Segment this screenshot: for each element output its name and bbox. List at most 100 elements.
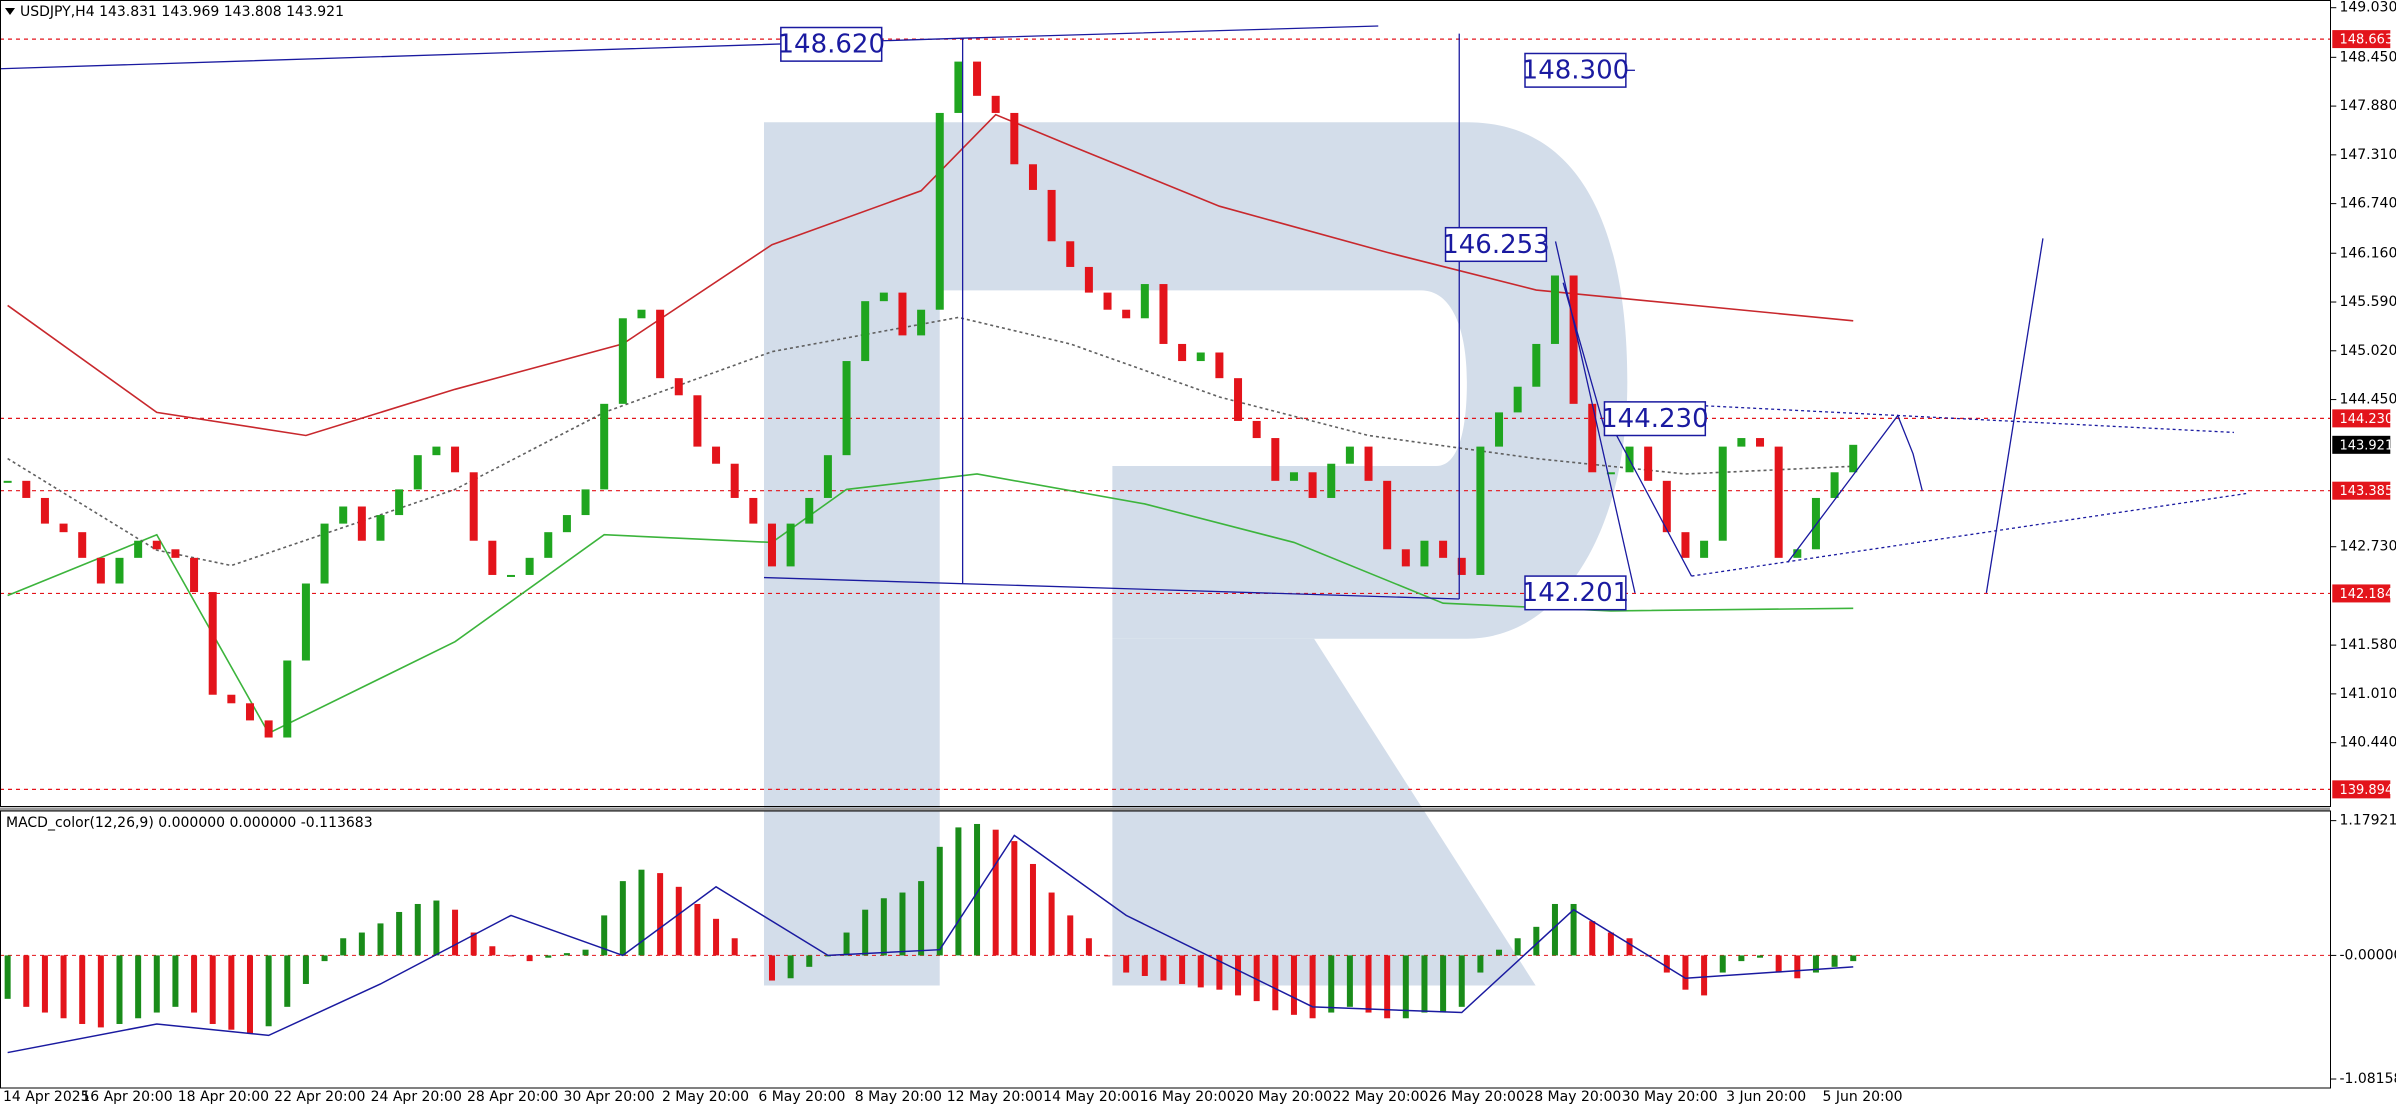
candle-body xyxy=(600,403,609,490)
candle-body xyxy=(1289,472,1298,481)
candle-body xyxy=(1849,444,1858,473)
macd-bar xyxy=(172,955,179,1007)
candle-body xyxy=(1420,540,1429,567)
candle-body xyxy=(245,703,254,721)
macd-pane xyxy=(0,810,2331,1089)
candle-body xyxy=(301,583,310,661)
candle-body xyxy=(432,446,441,456)
candle-body xyxy=(40,497,49,524)
candle-body xyxy=(1811,497,1820,550)
candle-body xyxy=(1196,352,1205,362)
macd-bar xyxy=(638,869,645,956)
y-tick-label: 148.450 xyxy=(2339,49,2396,65)
candle-body xyxy=(1066,241,1075,267)
candle-body xyxy=(488,540,497,575)
macd-bar xyxy=(302,955,309,984)
y-tick-label: 149.030 xyxy=(2339,0,2396,16)
level-tag-label: 142.184 xyxy=(2339,587,2393,602)
candle-body xyxy=(712,446,721,464)
candle-body xyxy=(1569,275,1578,404)
candle-body xyxy=(376,515,385,541)
logo-stem xyxy=(764,122,940,986)
macd-bar xyxy=(1421,955,1428,1013)
candle-body xyxy=(842,361,851,456)
x-tick-label: 12 May 20:00 xyxy=(947,1089,1043,1105)
macd-bar xyxy=(1626,938,1633,956)
macd-bar xyxy=(1085,938,1092,956)
macd-bar xyxy=(135,955,142,1019)
candle-body xyxy=(190,557,199,593)
candle-body xyxy=(22,480,31,498)
candle-body xyxy=(1495,412,1504,447)
candle-body xyxy=(1234,378,1243,421)
annotation: 144.230 xyxy=(1601,404,1709,434)
macd-bar xyxy=(675,886,682,956)
candle-body xyxy=(1644,446,1653,481)
candle-body xyxy=(1122,309,1131,319)
candle-body xyxy=(786,523,795,567)
candle-body xyxy=(1700,540,1709,558)
macd-bar xyxy=(1701,955,1708,996)
level-tag xyxy=(2332,481,2391,500)
macd-bar xyxy=(582,949,589,956)
macd-bar xyxy=(1216,955,1223,990)
candle-body xyxy=(1662,480,1671,533)
candle-body xyxy=(581,489,590,516)
y-tick-label: 141.010 xyxy=(2339,686,2396,702)
triangle-line xyxy=(1627,402,2246,576)
macd-bar xyxy=(1179,955,1186,984)
x-tick-label: 8 May 20:00 xyxy=(855,1089,942,1105)
candle-body xyxy=(898,292,907,336)
candle-body xyxy=(637,309,646,319)
macd-bar xyxy=(1253,955,1260,1002)
candle-body xyxy=(451,446,460,473)
macd-bar xyxy=(750,955,757,957)
candle-body xyxy=(1103,292,1112,310)
macd-bar xyxy=(4,955,11,999)
y-tick-label: 141.580 xyxy=(2339,637,2396,653)
y-tick-label: 1.179213 xyxy=(2339,813,2396,829)
macd-bar xyxy=(414,903,421,956)
candle-body xyxy=(227,694,236,704)
candle-body xyxy=(1793,549,1802,558)
macd-bar xyxy=(60,955,67,1019)
candle-body xyxy=(730,463,739,498)
candles xyxy=(3,61,1858,738)
macd-bar xyxy=(992,829,999,956)
annotation: 148.300 xyxy=(1522,56,1630,86)
macd-bar xyxy=(1141,955,1148,976)
macd-bar xyxy=(396,911,403,956)
macd-bar xyxy=(246,955,253,1034)
candle-body xyxy=(1588,403,1597,473)
macd-bar xyxy=(918,881,925,956)
macd-bar xyxy=(955,827,962,956)
macd-bar xyxy=(1589,921,1596,956)
macd-bar xyxy=(843,932,850,956)
macd-bar xyxy=(601,915,608,956)
macd-bar xyxy=(806,955,813,967)
x-tick-label: 16 May 20:00 xyxy=(1140,1089,1236,1105)
candle-body xyxy=(1457,557,1466,575)
candle-body xyxy=(618,318,627,404)
candle-body xyxy=(320,523,329,584)
macd-bar xyxy=(1794,955,1801,979)
macd-bar xyxy=(358,932,365,956)
macd-bar xyxy=(1607,932,1614,956)
macd-bar xyxy=(1235,955,1242,996)
level-tag xyxy=(2332,584,2391,603)
macd-bar xyxy=(1496,949,1503,956)
macd-bar xyxy=(1663,955,1670,973)
annotation-box xyxy=(1524,52,1627,88)
candle-body xyxy=(1140,284,1149,319)
candle-body xyxy=(973,61,982,96)
chart-header: USDJPY,H4 143.831 143.969 143.808 143.92… xyxy=(20,4,344,20)
macd-bar xyxy=(1048,892,1055,956)
macd-bar xyxy=(657,873,664,956)
candle-body xyxy=(693,395,702,447)
candle-body xyxy=(283,660,292,738)
macd-bar xyxy=(1384,955,1391,1019)
macd-bar xyxy=(526,955,533,962)
annotation: 142.201 xyxy=(1522,578,1630,608)
macd-bar xyxy=(23,955,30,1007)
x-tick-label: 20 May 20:00 xyxy=(1236,1089,1332,1105)
